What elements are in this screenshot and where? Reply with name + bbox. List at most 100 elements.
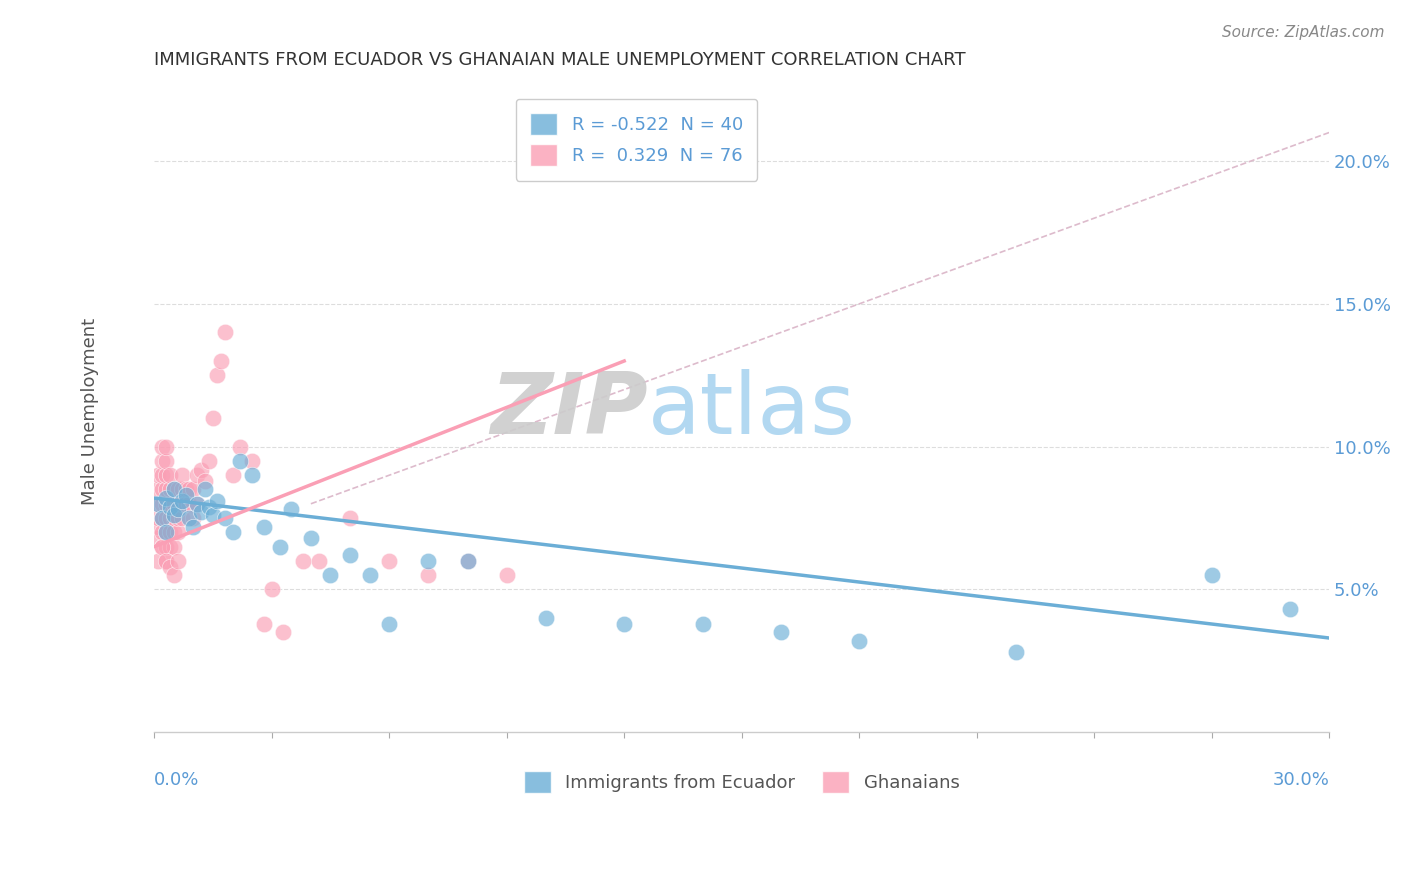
Point — [221, 525, 243, 540]
Point — [155, 454, 177, 468]
Point — [179, 511, 201, 525]
Point — [163, 508, 186, 523]
Point — [159, 511, 181, 525]
Point — [159, 468, 181, 483]
Point — [299, 531, 322, 545]
Point — [150, 440, 173, 454]
Text: Source: ZipAtlas.com: Source: ZipAtlas.com — [1222, 25, 1385, 40]
Text: ZIP: ZIP — [491, 369, 648, 452]
Point — [166, 511, 188, 525]
Point — [1278, 602, 1301, 616]
Point — [359, 568, 381, 582]
Point — [418, 554, 440, 568]
Point — [418, 568, 440, 582]
Point — [183, 519, 205, 533]
Point — [163, 483, 186, 497]
Point — [146, 519, 169, 533]
Point — [378, 616, 401, 631]
Point — [190, 505, 212, 519]
Point — [163, 568, 186, 582]
Point — [163, 483, 186, 497]
Point — [155, 468, 177, 483]
Point — [170, 483, 193, 497]
Point — [229, 440, 252, 454]
Point — [159, 559, 181, 574]
Point — [186, 497, 208, 511]
Point — [150, 540, 173, 554]
Point — [166, 525, 188, 540]
Point — [194, 483, 217, 497]
Point — [183, 483, 205, 497]
Point — [221, 468, 243, 483]
Point — [163, 497, 186, 511]
Point — [146, 511, 169, 525]
Point — [155, 525, 177, 540]
Point — [155, 483, 177, 497]
Point — [174, 488, 197, 502]
Point — [155, 554, 177, 568]
Point — [150, 468, 173, 483]
Point — [170, 497, 193, 511]
Legend: Immigrants from Ecuador, Ghanaians: Immigrants from Ecuador, Ghanaians — [516, 764, 967, 800]
Point — [769, 625, 792, 640]
Text: IMMIGRANTS FROM ECUADOR VS GHANAIAN MALE UNEMPLOYMENT CORRELATION CHART: IMMIGRANTS FROM ECUADOR VS GHANAIAN MALE… — [155, 51, 966, 69]
Point — [150, 511, 173, 525]
Point — [1201, 568, 1223, 582]
Point — [198, 454, 221, 468]
Point — [155, 497, 177, 511]
Point — [174, 497, 197, 511]
Point — [146, 468, 169, 483]
Point — [308, 554, 330, 568]
Point — [146, 554, 169, 568]
Point — [1004, 645, 1026, 659]
Point — [260, 582, 283, 597]
Point — [240, 454, 263, 468]
Point — [146, 483, 169, 497]
Text: 0.0%: 0.0% — [155, 771, 200, 789]
Point — [253, 616, 276, 631]
Point — [159, 500, 181, 514]
Point — [339, 548, 361, 562]
Point — [194, 474, 217, 488]
Point — [457, 554, 479, 568]
Point — [186, 497, 208, 511]
Point — [214, 326, 236, 340]
Point — [146, 497, 169, 511]
Point — [201, 508, 224, 523]
Point — [150, 525, 173, 540]
Point — [214, 511, 236, 525]
Text: atlas: atlas — [648, 369, 856, 452]
Point — [170, 511, 193, 525]
Point — [269, 540, 291, 554]
Point — [174, 483, 197, 497]
Point — [150, 511, 173, 525]
Point — [166, 554, 188, 568]
Text: 30.0%: 30.0% — [1272, 771, 1329, 789]
Point — [205, 368, 228, 383]
Point — [155, 511, 177, 525]
Point — [319, 568, 342, 582]
Point — [240, 468, 263, 483]
Point — [166, 502, 188, 516]
Point — [163, 511, 186, 525]
Point — [229, 454, 252, 468]
Point — [190, 462, 212, 476]
Point — [155, 554, 177, 568]
Point — [150, 483, 173, 497]
Point — [179, 483, 201, 497]
Point — [150, 454, 173, 468]
Point — [534, 611, 557, 625]
Point — [150, 497, 173, 511]
Point — [209, 354, 232, 368]
Point — [339, 511, 361, 525]
Point — [159, 497, 181, 511]
Point — [170, 494, 193, 508]
Point — [253, 519, 276, 533]
Point — [495, 568, 517, 582]
Point — [159, 540, 181, 554]
Point — [155, 440, 177, 454]
Text: Male Unemployment: Male Unemployment — [80, 318, 98, 505]
Point — [159, 525, 181, 540]
Point — [613, 616, 636, 631]
Point — [166, 483, 188, 497]
